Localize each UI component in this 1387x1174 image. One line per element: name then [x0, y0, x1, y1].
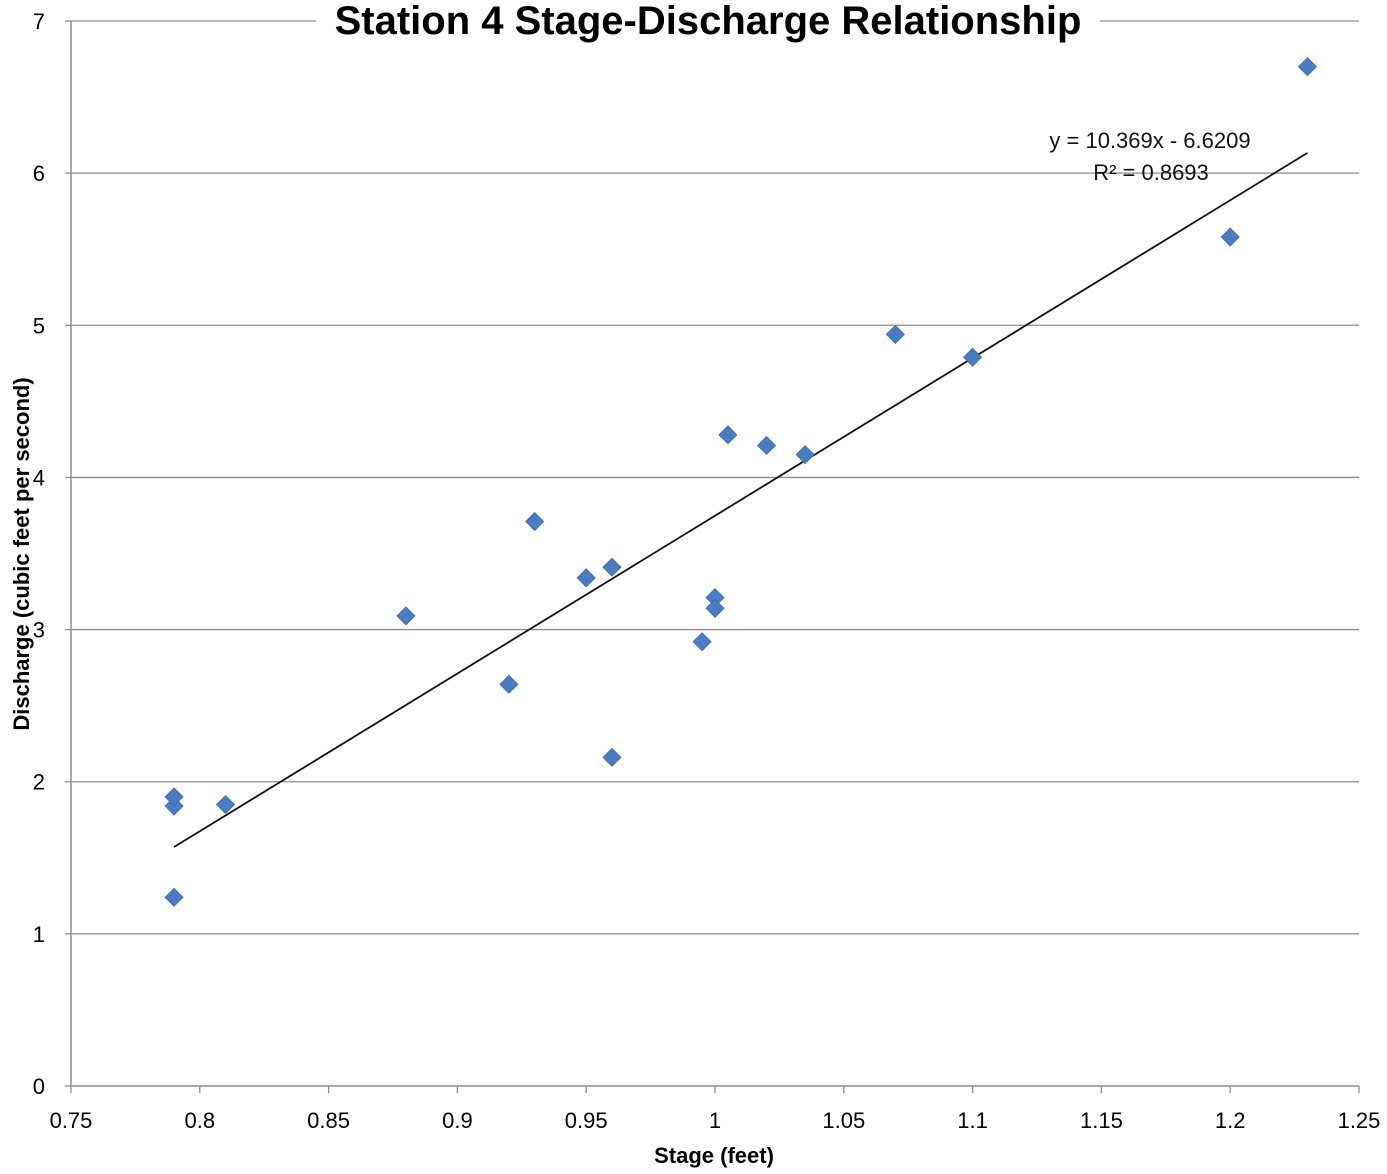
chart-title-background: [316, 0, 1100, 42]
data-point: [692, 632, 712, 652]
data-point: [525, 511, 545, 532]
linear-trendline: [173, 152, 1308, 848]
axes: [65, 20, 1360, 1093]
data-point: [499, 674, 519, 694]
data-point: [602, 747, 622, 767]
data-point: [164, 787, 184, 807]
y-tick-label: 3: [33, 618, 45, 643]
y-tick-label: 6: [33, 161, 45, 186]
x-tick-label: 1.05: [822, 1108, 865, 1133]
data-points: [164, 57, 1318, 907]
y-axis-label: Discharge (cubic feet per second): [9, 377, 34, 730]
x-tick-label: 0.95: [565, 1108, 608, 1133]
y-tick-label: 1: [33, 922, 45, 947]
x-tick-label: 0.85: [307, 1108, 350, 1133]
data-point: [885, 324, 905, 344]
data-point: [718, 425, 738, 445]
data-point: [164, 887, 184, 907]
y-tick-label: 5: [33, 313, 45, 338]
data-point: [396, 606, 416, 626]
data-point: [1297, 57, 1318, 77]
x-tick-label: 1: [709, 1108, 721, 1133]
data-point: [602, 557, 622, 577]
x-tick-label: 1.1: [957, 1108, 988, 1133]
data-point: [1220, 227, 1240, 247]
x-tick-label: 1.2: [1215, 1108, 1246, 1133]
y-tick-label: 4: [33, 465, 45, 490]
tick-labels: 0.75 0.8 0.85 0.9 0.95 1 1.05 1.1 1.15 1.2 1.25 0 1 2…: [33, 9, 1381, 1133]
data-point: [705, 598, 725, 618]
data-point: [795, 445, 815, 465]
x-tick-label: 1.25: [1338, 1108, 1381, 1133]
x-tick-label: 1.15: [1080, 1108, 1123, 1133]
gridlines: [71, 20, 1359, 935]
data-point: [576, 568, 596, 588]
trendline-r-squared: R² = 0.8693: [1093, 160, 1209, 185]
y-tick-label: 7: [33, 9, 45, 34]
x-tick-label: 0.8: [185, 1108, 216, 1133]
chart-title: Station 4 Stage-Discharge Relationship: [335, 0, 1082, 43]
x-axis-label: Stage (feet): [654, 1143, 774, 1168]
y-tick-label: 0: [33, 1074, 45, 1099]
trendline-group: [173, 152, 1308, 848]
x-tick-label: 0.9: [442, 1108, 473, 1133]
x-tick-label: 0.75: [50, 1108, 93, 1133]
data-point: [215, 794, 236, 815]
trendline-equation: y = 10.369x - 6.6209: [1049, 128, 1250, 153]
data-point: [963, 347, 983, 367]
data-point: [756, 435, 777, 456]
y-tick-label: 2: [33, 770, 45, 795]
